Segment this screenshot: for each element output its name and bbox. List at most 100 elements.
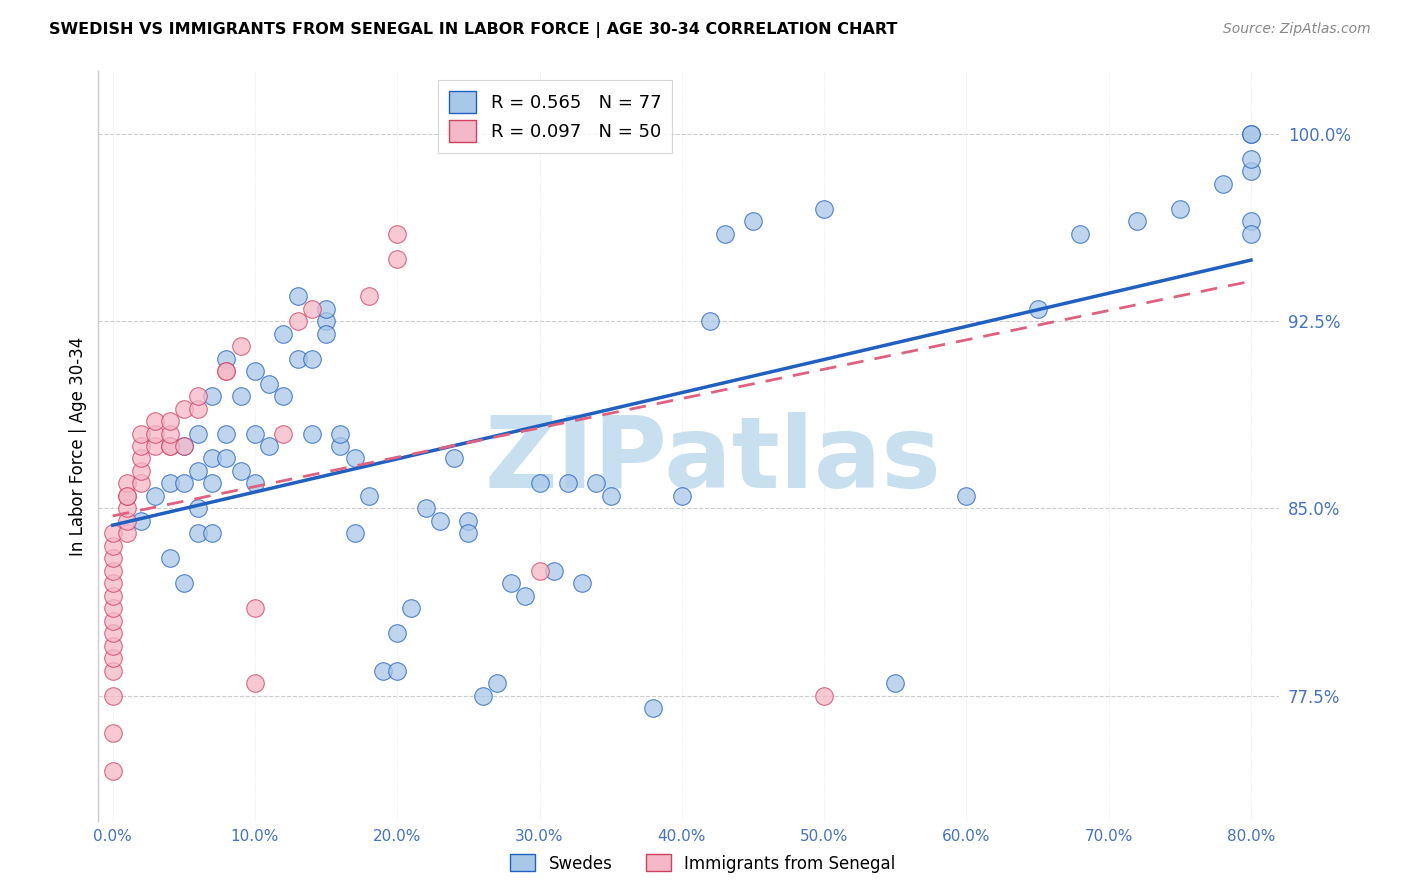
Point (955, 489, 977, 503)
Point (115, 526, 138, 541)
Point (301, 426, 323, 441)
Point (101, 651, 124, 665)
Point (129, 426, 152, 441)
Point (201, 526, 224, 541)
Point (329, 439, 352, 453)
Point (387, 227, 409, 241)
Point (101, 689, 124, 703)
Point (1168, 202, 1191, 216)
Point (499, 576, 522, 591)
Point (699, 314, 721, 328)
Point (287, 314, 309, 328)
Point (884, 676, 907, 690)
Point (173, 576, 195, 591)
Point (101, 564, 124, 578)
Legend: R = 0.565   N = 77, R = 0.097   N = 50: R = 0.565 N = 77, R = 0.097 N = 50 (439, 80, 672, 153)
Point (229, 389, 252, 403)
Point (429, 514, 451, 528)
Point (215, 426, 238, 441)
Point (315, 326, 337, 341)
Point (159, 414, 181, 428)
Point (187, 426, 209, 441)
Point (1126, 214, 1149, 228)
Point (343, 451, 366, 466)
Point (229, 464, 252, 478)
Point (1240, 127, 1263, 141)
Point (643, 701, 665, 715)
Point (257, 376, 280, 391)
Point (201, 476, 224, 491)
Y-axis label: In Labor Force | Age 30-34: In Labor Force | Age 30-34 (69, 336, 87, 556)
Point (173, 439, 195, 453)
Point (115, 489, 138, 503)
Point (101, 601, 124, 615)
Point (229, 339, 252, 353)
Point (101, 526, 124, 541)
Point (1240, 227, 1263, 241)
Point (401, 601, 423, 615)
Point (343, 526, 366, 541)
Point (215, 364, 238, 378)
Point (457, 526, 479, 541)
Point (357, 489, 380, 503)
Point (115, 501, 138, 516)
Point (529, 476, 551, 491)
Point (287, 289, 309, 303)
Point (173, 401, 195, 416)
Point (143, 489, 166, 503)
Point (273, 389, 295, 403)
Point (129, 464, 152, 478)
Point (713, 227, 735, 241)
Point (273, 426, 295, 441)
Point (357, 289, 380, 303)
Point (101, 764, 124, 778)
Point (1240, 214, 1263, 228)
Point (215, 351, 238, 366)
Point (129, 439, 152, 453)
Point (101, 614, 124, 628)
Point (143, 426, 166, 441)
Point (1212, 177, 1234, 191)
Point (301, 351, 323, 366)
Point (457, 514, 479, 528)
Point (159, 476, 181, 491)
Point (143, 439, 166, 453)
Point (742, 214, 765, 228)
Point (101, 726, 124, 740)
Point (187, 526, 209, 541)
Point (813, 202, 835, 216)
Point (485, 676, 508, 690)
Point (159, 551, 181, 566)
Point (387, 664, 409, 678)
Point (173, 476, 195, 491)
Point (215, 451, 238, 466)
Point (143, 414, 166, 428)
Point (415, 501, 437, 516)
Point (187, 464, 209, 478)
Point (1026, 301, 1049, 316)
Point (287, 351, 309, 366)
Text: SWEDISH VS IMMIGRANTS FROM SENEGAL IN LABOR FORCE | AGE 30-34 CORRELATION CHART: SWEDISH VS IMMIGRANTS FROM SENEGAL IN LA… (49, 22, 897, 38)
Point (243, 426, 266, 441)
Point (315, 301, 337, 316)
Point (187, 501, 209, 516)
Point (515, 589, 537, 603)
Point (557, 476, 579, 491)
Point (1240, 152, 1263, 166)
Point (159, 426, 181, 441)
Point (101, 539, 124, 553)
Point (585, 476, 607, 491)
Point (813, 689, 835, 703)
Legend: Swedes, Immigrants from Senegal: Swedes, Immigrants from Senegal (503, 847, 903, 880)
Point (443, 451, 465, 466)
Point (471, 689, 494, 703)
Point (129, 476, 152, 491)
Point (187, 401, 209, 416)
Point (129, 514, 152, 528)
Point (215, 364, 238, 378)
Point (371, 664, 394, 678)
Point (243, 476, 266, 491)
Point (187, 389, 209, 403)
Point (101, 576, 124, 591)
Point (671, 489, 693, 503)
